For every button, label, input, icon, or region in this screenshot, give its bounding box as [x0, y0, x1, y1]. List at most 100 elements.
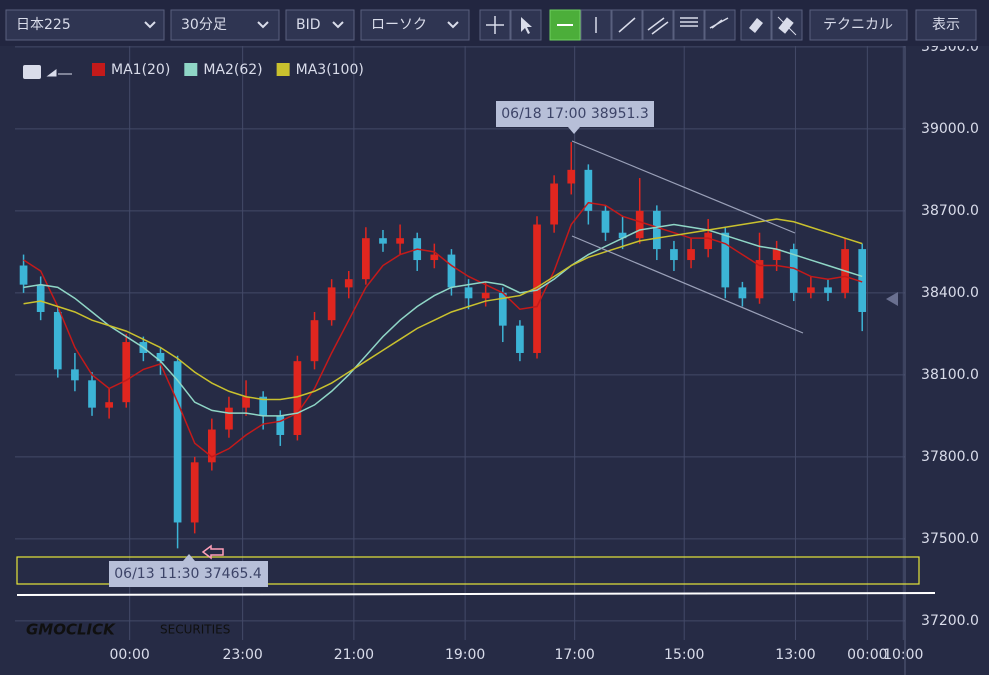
annotation-box	[109, 561, 268, 587]
ma-line	[23, 223, 863, 417]
symbol-select[interactable]	[5, 9, 165, 41]
display-button[interactable]	[915, 9, 977, 41]
candle-body	[550, 183, 558, 225]
highlight-box	[16, 556, 920, 585]
arrow-marker	[201, 544, 224, 560]
channel-icon	[647, 17, 669, 35]
y-tick-label: 37800.0	[921, 449, 979, 465]
candle-body	[173, 361, 182, 523]
x-tick-label: 23:00	[222, 647, 262, 663]
candle-body	[652, 210, 661, 250]
dropdown-icon	[257, 21, 269, 29]
candle-body	[71, 369, 79, 381]
technical-button[interactable]	[809, 9, 908, 41]
legend: MA1(20) MA2(62) MA3(100)	[92, 62, 364, 78]
price-select[interactable]	[285, 9, 355, 41]
candle-body	[310, 320, 319, 362]
candle-body	[362, 238, 370, 280]
candle-body	[207, 429, 216, 463]
dropdown-icon	[332, 21, 344, 29]
candle-body	[396, 238, 404, 244]
candle-body	[122, 342, 131, 403]
candle-body	[755, 260, 764, 299]
x-tick-label: 00:00	[847, 647, 887, 663]
ma-line	[23, 201, 863, 458]
candle-body	[225, 407, 233, 430]
candle-body	[670, 249, 678, 261]
candle-body	[190, 462, 199, 523]
candle-body	[567, 169, 576, 184]
x-tick-label: 00:00	[109, 647, 149, 663]
candle-body	[721, 232, 730, 288]
candle-body	[584, 169, 593, 211]
fr-icon	[680, 17, 698, 27]
ff-tool[interactable]	[704, 9, 736, 41]
dropdown-icon	[447, 21, 459, 29]
chart-style[interactable]: ローソク	[371, 17, 427, 33]
candle-body	[789, 249, 798, 293]
fr-tool[interactable]	[673, 9, 705, 41]
candle-body	[259, 396, 268, 416]
candle-body	[464, 287, 473, 299]
pointer-icon	[521, 17, 532, 34]
x-tick-label: 10:00	[883, 647, 923, 663]
logo-brand: GMOCLICK	[26, 621, 116, 639]
annotation-pointer	[568, 127, 580, 134]
candle-body	[88, 380, 96, 408]
x-tick-label: 17:00	[554, 647, 594, 663]
erase-icon	[749, 18, 763, 33]
display[interactable]: 表示	[932, 17, 960, 33]
ma-line	[23, 218, 863, 401]
y-tick-label: 38400.0	[921, 285, 979, 301]
candle-body	[498, 292, 507, 326]
x-tick-label: 13:00	[775, 647, 815, 663]
candle-body	[156, 352, 165, 362]
candle-body	[481, 292, 490, 299]
x-tick-label: 21:00	[334, 647, 374, 663]
y-tick-label: 37200.0	[921, 613, 979, 629]
candle-body	[807, 287, 815, 293]
symbol[interactable]: 日本225	[16, 17, 71, 33]
candle-body	[824, 287, 832, 293]
candle-body	[447, 254, 456, 288]
erase-all-icon	[777, 16, 797, 36]
candle-body	[276, 415, 285, 435]
candle-body	[53, 311, 62, 370]
candle-body	[344, 279, 353, 288]
logo-sub: SECURITIES	[160, 623, 230, 637]
dropdown-icon	[144, 21, 156, 29]
candle-body	[635, 210, 644, 239]
candle-body	[618, 232, 627, 239]
annotation: 06/13 11:30 37465.4	[114, 566, 262, 582]
legend-label: MA3(100)	[296, 62, 364, 78]
price-marker	[886, 292, 898, 306]
annotation-box	[496, 101, 654, 127]
technical[interactable]: テクニカル	[823, 17, 893, 33]
candle-body	[105, 402, 113, 408]
x-tick-label: 19:00	[445, 647, 485, 663]
candle-body	[516, 325, 524, 353]
drawing-icon[interactable]	[46, 69, 72, 77]
candle-body	[533, 224, 541, 353]
timeframe[interactable]: 30分足	[181, 17, 227, 33]
annotation: 06/18 17:00 38951.3	[501, 106, 649, 122]
candle-body	[19, 265, 28, 285]
candle-body	[858, 249, 867, 312]
comment-icon[interactable]	[23, 65, 41, 79]
channel-tool[interactable]	[642, 9, 674, 41]
x-tick-label: 15:00	[664, 647, 704, 663]
legend-swatch	[184, 63, 198, 76]
candle-body	[36, 284, 45, 312]
trend-icon	[618, 17, 636, 33]
candle-body	[293, 361, 302, 435]
candle-body	[704, 232, 713, 250]
price-type[interactable]: BID	[296, 17, 321, 33]
candle-body	[601, 210, 610, 233]
candle-body	[430, 254, 439, 261]
y-tick-label: 37500.0	[921, 531, 979, 547]
y-tick-label: 39000.0	[921, 121, 979, 137]
crosshair-icon	[486, 16, 504, 34]
channel-line	[571, 140, 796, 234]
